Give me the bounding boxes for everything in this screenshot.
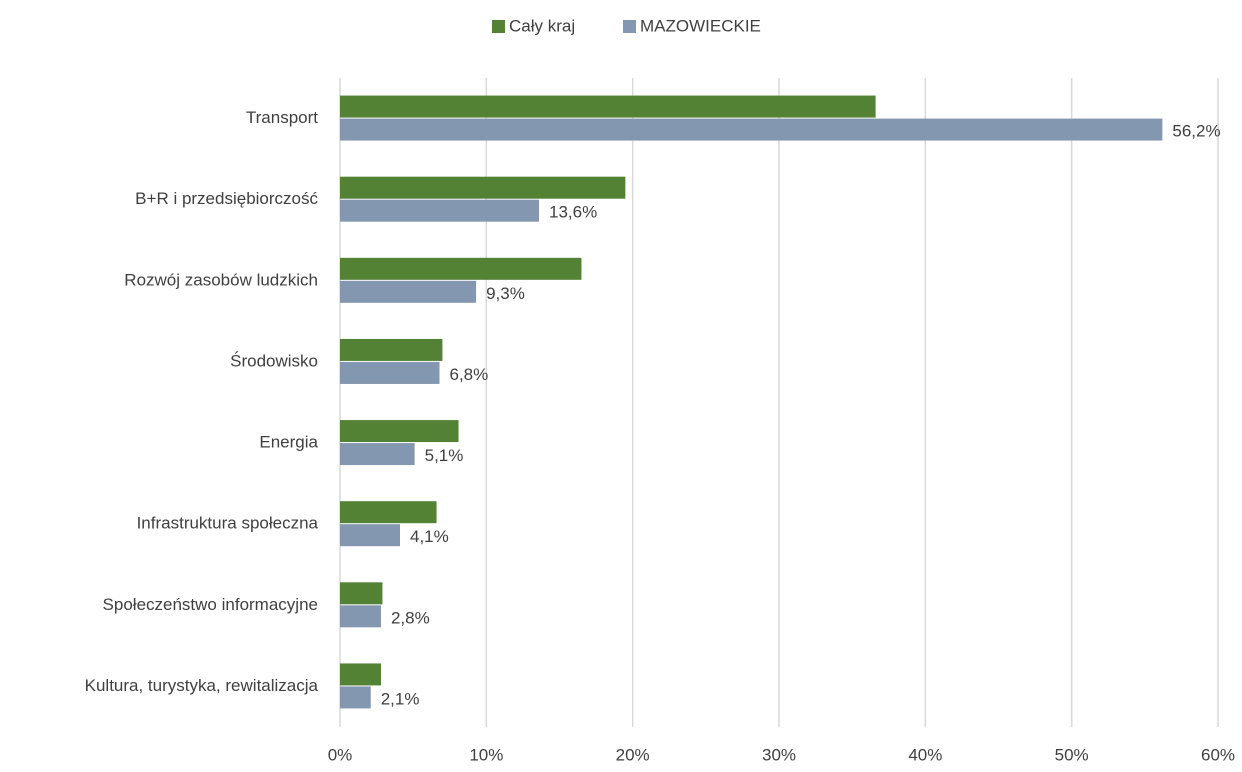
- x-tick-label: 0%: [328, 745, 353, 764]
- x-tick-label: 20%: [616, 745, 650, 764]
- data-label: 56,2%: [1172, 122, 1220, 141]
- data-label: 13,6%: [549, 203, 597, 222]
- bar: [340, 420, 459, 443]
- data-label: 5,1%: [425, 446, 464, 465]
- bar: [340, 257, 582, 280]
- legend-label: Cały kraj: [509, 16, 575, 35]
- bar: [340, 361, 440, 384]
- bar: [340, 663, 381, 686]
- data-label: 2,1%: [381, 689, 420, 708]
- data-label: 9,3%: [486, 284, 525, 303]
- bar: [340, 524, 400, 547]
- bar: [340, 118, 1163, 141]
- legend-label: MAZOWIECKIE: [640, 16, 761, 35]
- x-tick-label: 50%: [1055, 745, 1089, 764]
- y-tick-label: Rozwój zasobów ludzkich: [124, 270, 318, 289]
- bar: [340, 95, 876, 118]
- y-tick-label: Środowisko: [230, 351, 318, 370]
- y-tick-label: Infrastruktura społeczna: [137, 514, 319, 533]
- y-tick-label: Społeczeństwo informacyjne: [103, 595, 318, 614]
- bar: [340, 280, 477, 303]
- y-tick-label: Kultura, turystyka, rewitalizacja: [85, 676, 319, 695]
- data-label: 6,8%: [450, 365, 489, 384]
- y-tick-label: Energia: [259, 433, 318, 452]
- bar: [340, 176, 626, 199]
- bar: [340, 582, 383, 605]
- x-tick-label: 60%: [1201, 745, 1235, 764]
- bar: [340, 338, 443, 361]
- y-tick-label: B+R i przedsiębiorczość: [135, 189, 318, 208]
- legend-swatch: [492, 20, 505, 33]
- bar: [340, 443, 415, 466]
- data-label: 2,8%: [391, 608, 430, 627]
- bar: [340, 605, 381, 628]
- y-tick-label: Transport: [246, 108, 318, 127]
- x-tick-label: 10%: [469, 745, 503, 764]
- bar: [340, 686, 371, 709]
- bar: [340, 501, 437, 524]
- data-label: 4,1%: [410, 527, 449, 546]
- bar: [340, 199, 540, 222]
- legend-swatch: [623, 20, 636, 33]
- x-tick-label: 30%: [762, 745, 796, 764]
- x-tick-label: 40%: [908, 745, 942, 764]
